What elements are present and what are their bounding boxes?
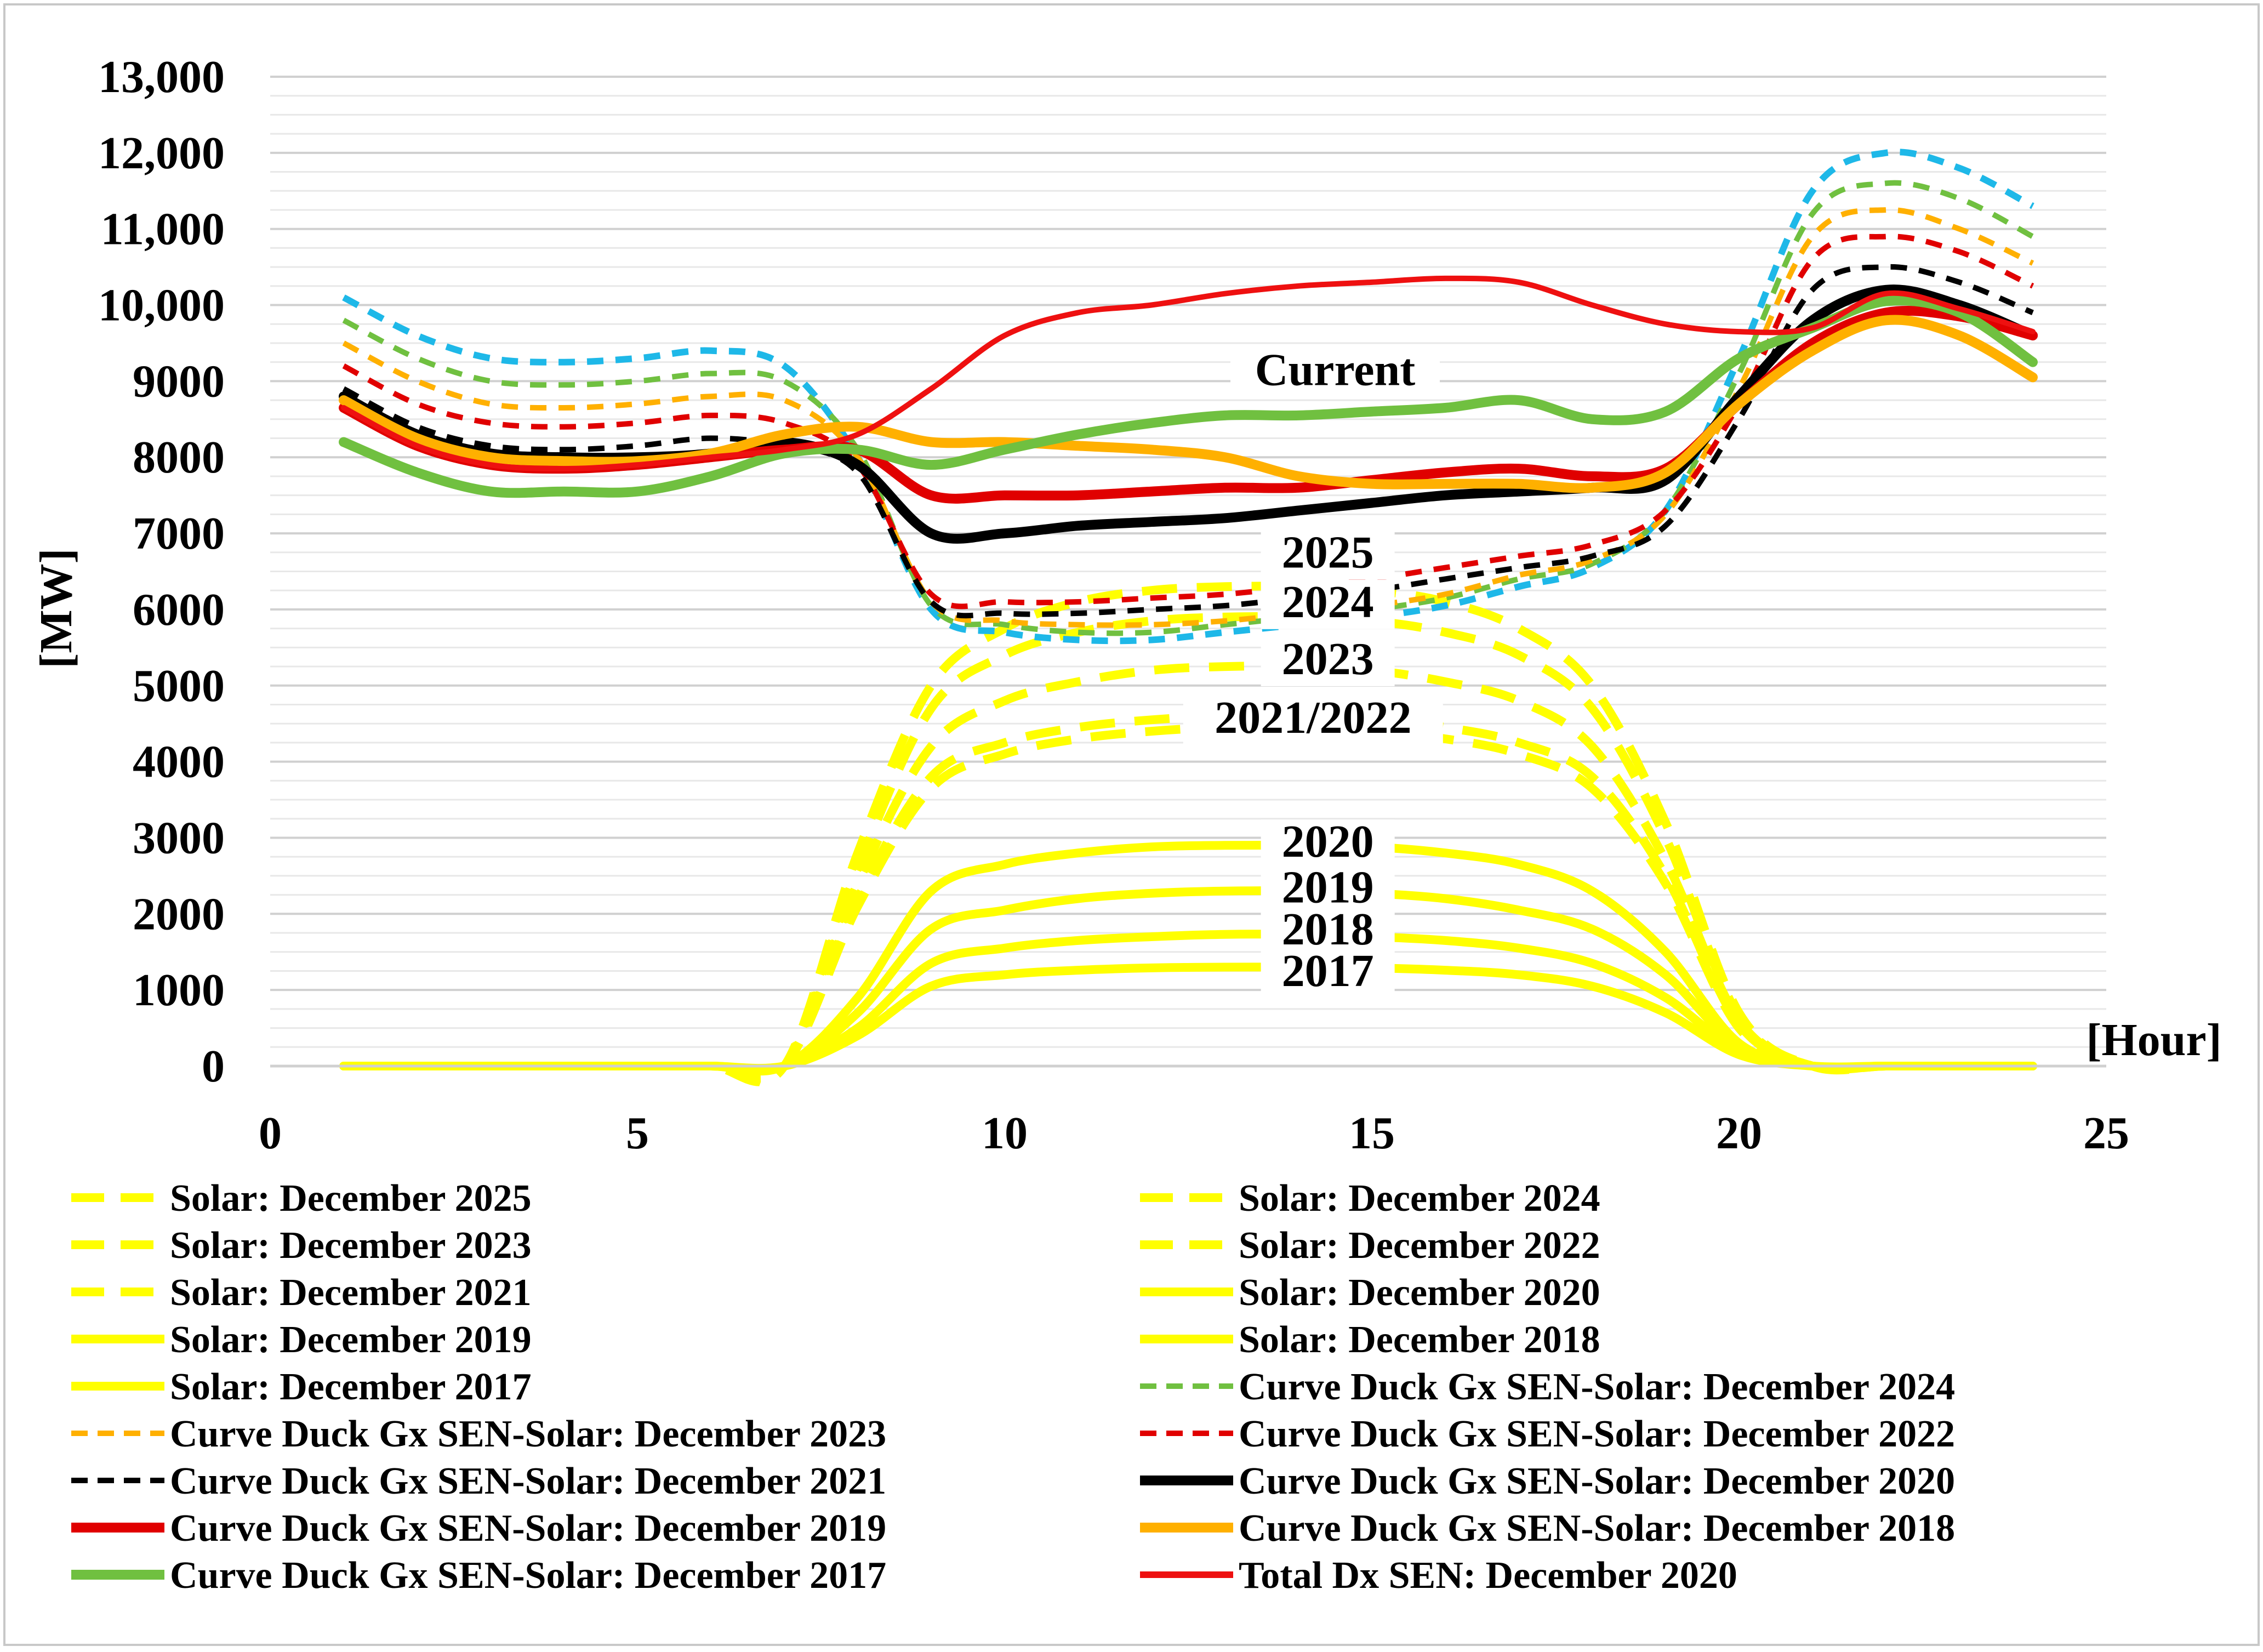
legend-item: Total Dx SEN: December 2020 [1140, 1554, 1737, 1597]
y-tick-label: 4000 [133, 737, 225, 788]
y-tick-label: 13,000 [98, 52, 225, 102]
legend-item: Curve Duck Gx SEN-Solar: December 2023 [71, 1413, 886, 1455]
annotation-label: 2019 [1261, 862, 1395, 915]
annotation-background [1261, 579, 1395, 629]
legend-item: Curve Duck Gx SEN-Solar: December 2024 [1140, 1366, 1955, 1408]
annotation-background [1261, 819, 1395, 869]
y-tick-label: 9000 [133, 356, 225, 407]
annotation-label: 2020 [1261, 816, 1395, 869]
legend-label: Solar: December 2023 [170, 1224, 532, 1267]
legend-label: Solar: December 2020 [1239, 1272, 1600, 1314]
series-line-curve-duck-gx-sen-solar-december-2017 [339, 295, 2038, 498]
legend-label: Curve Duck Gx SEN-Solar: December 2024 [1239, 1366, 1955, 1408]
legend-label: Solar: December 2025 [170, 1177, 532, 1220]
annotation-background [1261, 530, 1395, 580]
legend-label: Curve Duck Gx SEN-Solar: December 2019 [170, 1507, 886, 1550]
legend-item: Solar: December 2023 [71, 1224, 532, 1267]
legend-item: Solar: December 2017 [71, 1366, 532, 1408]
legend-item: Curve Duck Gx SEN-Solar: December 2019 [71, 1507, 886, 1550]
x-tick-label: 20 [1716, 1108, 1762, 1159]
chart-frame [3, 3, 2260, 1646]
legend-label: Solar: December 2022 [1239, 1224, 1600, 1267]
annotation-background [1261, 865, 1395, 915]
annotation-background [1261, 907, 1395, 956]
y-tick-label: 12,000 [98, 128, 225, 179]
annotation-label: 2021/2022 [1183, 692, 1443, 745]
axes: [MW] [Hour] 0 1000 2000 3000 4000 5000 6000 700… [31, 52, 2222, 1159]
annotation-label: Current [1230, 344, 1440, 397]
legend-item: Solar: December 2025 [71, 1177, 532, 1220]
y-tick-label: 10,000 [98, 280, 225, 331]
annotation-text: Current [1255, 344, 1415, 395]
legend-item: Curve Duck Gx SEN-Solar: December 2020 [1140, 1460, 1955, 1502]
y-tick-label: 11,000 [101, 204, 225, 255]
annotation-text: 2023 [1282, 634, 1374, 685]
x-tick-label: 15 [1349, 1108, 1395, 1159]
annotation-label: 2024 [1261, 577, 1395, 629]
legend-item: Solar: December 2022 [1140, 1224, 1600, 1267]
legend-item: Curve Duck Gx SEN-Solar: December 2017 [71, 1554, 886, 1597]
legend-item: Solar: December 2021 [71, 1272, 532, 1314]
series-line-curve-duck-gx-sen-solar-december-2024 [342, 180, 2034, 636]
x-tick-label: 25 [2083, 1108, 2129, 1159]
legend-label: Curve Duck Gx SEN-Solar: December 2018 [1239, 1507, 1955, 1550]
legend-item: Solar: December 2019 [71, 1319, 532, 1361]
annotation-label: 2023 [1261, 634, 1395, 686]
annotation-background [1230, 348, 1440, 397]
y-tick-label: 3000 [133, 812, 225, 863]
y-axis-title: [MW] [31, 548, 82, 668]
y-tick-label: 1000 [133, 965, 225, 1016]
annotation-label: 2018 [1261, 904, 1395, 956]
y-tick-label: 6000 [133, 584, 225, 635]
annotation-background [1261, 636, 1395, 686]
annotation-text: 2024 [1282, 577, 1374, 628]
annotation-background [1183, 695, 1443, 745]
y-tick-label: 7000 [133, 508, 225, 559]
legend-item: Solar: December 2018 [1140, 1319, 1600, 1361]
x-tick-label: 10 [982, 1108, 1028, 1159]
legend-item: Curve Duck Gx SEN-Solar: December 2018 [1140, 1507, 1955, 1550]
legend: Solar: December 2025 Solar: December 2024… [71, 1177, 1955, 1597]
annotation-text: 2021/2022 [1215, 692, 1411, 743]
legend-item: Solar: December 2020 [1140, 1272, 1600, 1314]
y-tick-label: 5000 [133, 660, 225, 711]
annotation-text: 2018 [1282, 904, 1374, 955]
legend-label: Solar: December 2017 [170, 1366, 532, 1408]
legend-label: Curve Duck Gx SEN-Solar: December 2020 [1239, 1460, 1955, 1502]
series-line-total-dx-sen-december-2020 [341, 275, 2036, 472]
legend-label: Curve Duck Gx SEN-Solar: December 2022 [1239, 1413, 1955, 1455]
annotation-text: 2020 [1282, 816, 1374, 867]
x-tick-label: 0 [259, 1108, 282, 1159]
legend-item: Solar: December 2024 [1140, 1177, 1600, 1220]
legend-label: Solar: December 2019 [170, 1319, 532, 1361]
legend-label: Curve Duck Gx SEN-Solar: December 2023 [170, 1413, 886, 1455]
annotation-text: 2019 [1282, 862, 1374, 913]
annotation-background [1261, 949, 1395, 999]
legend-label: Solar: December 2024 [1239, 1177, 1600, 1220]
annotation-text: 2025 [1282, 527, 1374, 578]
annotation-label: 2025 [1261, 527, 1395, 580]
legend-label: Curve Duck Gx SEN-Solar: December 2017 [170, 1554, 886, 1597]
x-tick-label: 5 [626, 1108, 649, 1159]
series-line-curve-duck-gx-sen-solar-december-2018 [339, 315, 2038, 493]
legend-label: Solar: December 2021 [170, 1272, 532, 1314]
x-axis-title: [Hour] [2086, 1015, 2221, 1066]
legend-label: Total Dx SEN: December 2020 [1239, 1554, 1737, 1597]
annotation-text: 2017 [1282, 945, 1374, 996]
series-line-curve-duck-gx-sen-solar-december-2025 [342, 149, 2034, 645]
y-tick-label: 2000 [133, 888, 225, 939]
legend-item: Curve Duck Gx SEN-Solar: December 2022 [1140, 1413, 1955, 1455]
annotation-label: 2017 [1261, 945, 1395, 999]
legend-label: Solar: December 2018 [1239, 1319, 1600, 1361]
y-tick-label: 0 [202, 1041, 225, 1092]
legend-label: Curve Duck Gx SEN-Solar: December 2021 [170, 1460, 886, 1502]
y-tick-label: 8000 [133, 432, 225, 483]
legend-item: Curve Duck Gx SEN-Solar: December 2021 [71, 1460, 886, 1502]
